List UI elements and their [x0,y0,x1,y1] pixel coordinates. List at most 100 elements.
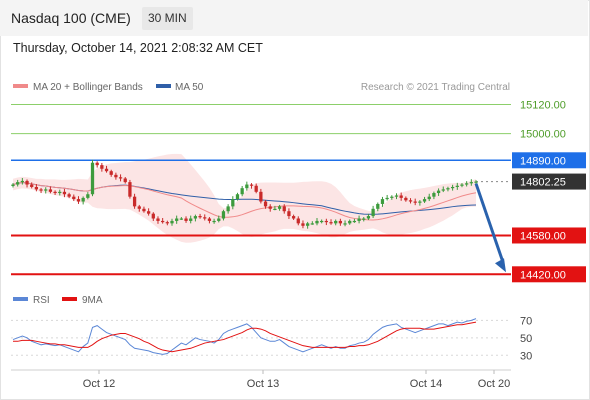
candle [123,177,127,184]
level-tag-label: 15000.00 [520,129,566,141]
candle-body [329,222,333,224]
candle [48,186,53,194]
candle [67,192,71,199]
candle [231,196,235,210]
candle [193,214,198,222]
candle-body [128,182,132,197]
candle-body [249,184,254,186]
candle [165,220,169,226]
candle [146,208,151,216]
candle-body [226,206,230,212]
candle-body [446,188,450,190]
candle-body [268,206,272,209]
candle-body [418,201,422,203]
level-tag-target [512,96,586,113]
candle-body [62,191,67,195]
candle [418,200,422,206]
candle-body [348,220,352,224]
x-tick-label: Oct 12 [83,378,115,390]
candle-body [179,218,184,220]
ma50-legend-swatch [156,84,171,88]
candle [175,215,179,224]
candle [39,187,43,194]
candle [422,196,427,203]
ma50-legend-label: MA 50 [175,82,204,93]
credit-label: Research © 2021 Trading Central [361,82,510,93]
candle [380,196,385,207]
candles [11,159,478,229]
candle [460,183,464,188]
candle [189,215,193,224]
candle-body [189,218,193,221]
candle-body [371,208,375,217]
candle [142,206,146,213]
candle-body [324,220,328,223]
candle [245,181,249,191]
candle [282,204,286,214]
candle-body [394,195,399,197]
candle [376,202,380,212]
candle-body [460,184,464,186]
candle [362,217,366,222]
candle-body [469,182,473,184]
candle [203,214,207,221]
candle [305,221,310,229]
candle [455,182,459,190]
candle [324,218,328,226]
candle [385,194,389,201]
candle [11,183,15,188]
candle [179,217,184,220]
candle-body [263,201,268,207]
candle-body [465,183,469,185]
candle-body [296,218,300,224]
candle-body [245,184,249,189]
candle-body [455,185,459,187]
candle-body [422,199,427,202]
candle [25,179,29,188]
candle-body [67,194,71,197]
candle-body [95,162,99,166]
level-tag-label: 14580.00 [520,230,566,242]
candle [254,183,258,194]
level-tag-support [512,266,586,283]
x-tick-label: Oct 13 [247,378,279,390]
level-tag-label: 14802.25 [520,177,566,189]
candle-body [165,222,169,224]
rsi-panel: 70 50 30 [11,315,532,362]
candle [404,196,408,202]
candle [170,218,174,226]
timeframe-badge[interactable]: 30 MIN [142,7,193,30]
candle-body [273,208,277,210]
candle-body [240,188,244,195]
candle-body [254,185,258,192]
forecast-arrow [474,183,506,273]
candle [34,184,39,192]
candle [76,196,81,204]
rsi-tick-label: 50 [520,333,532,345]
candle [310,221,314,225]
candle-body [137,206,141,209]
candle [441,186,445,193]
candle-body [217,218,221,221]
candle-body [203,217,207,219]
candle-body [44,189,48,191]
candle [329,219,333,225]
candle [128,179,132,199]
candle [469,179,473,186]
candle [240,185,244,197]
candle-body [156,218,160,221]
rsi-tick-label: 70 [520,315,532,327]
candle-body [16,182,20,185]
candle [16,179,20,187]
candle-body [58,191,62,194]
candle-body [427,196,431,200]
candle [62,188,67,198]
level-tag-label: 15120.00 [520,99,566,111]
candle-body [20,180,24,183]
candle-body [72,196,76,200]
level-tags: 15120.00 15000.00 14890.00 14802.25 14580.00… [512,96,586,283]
candle-body [338,220,343,224]
candle [44,187,48,194]
candle-body [34,186,39,190]
candle-body [11,184,15,186]
